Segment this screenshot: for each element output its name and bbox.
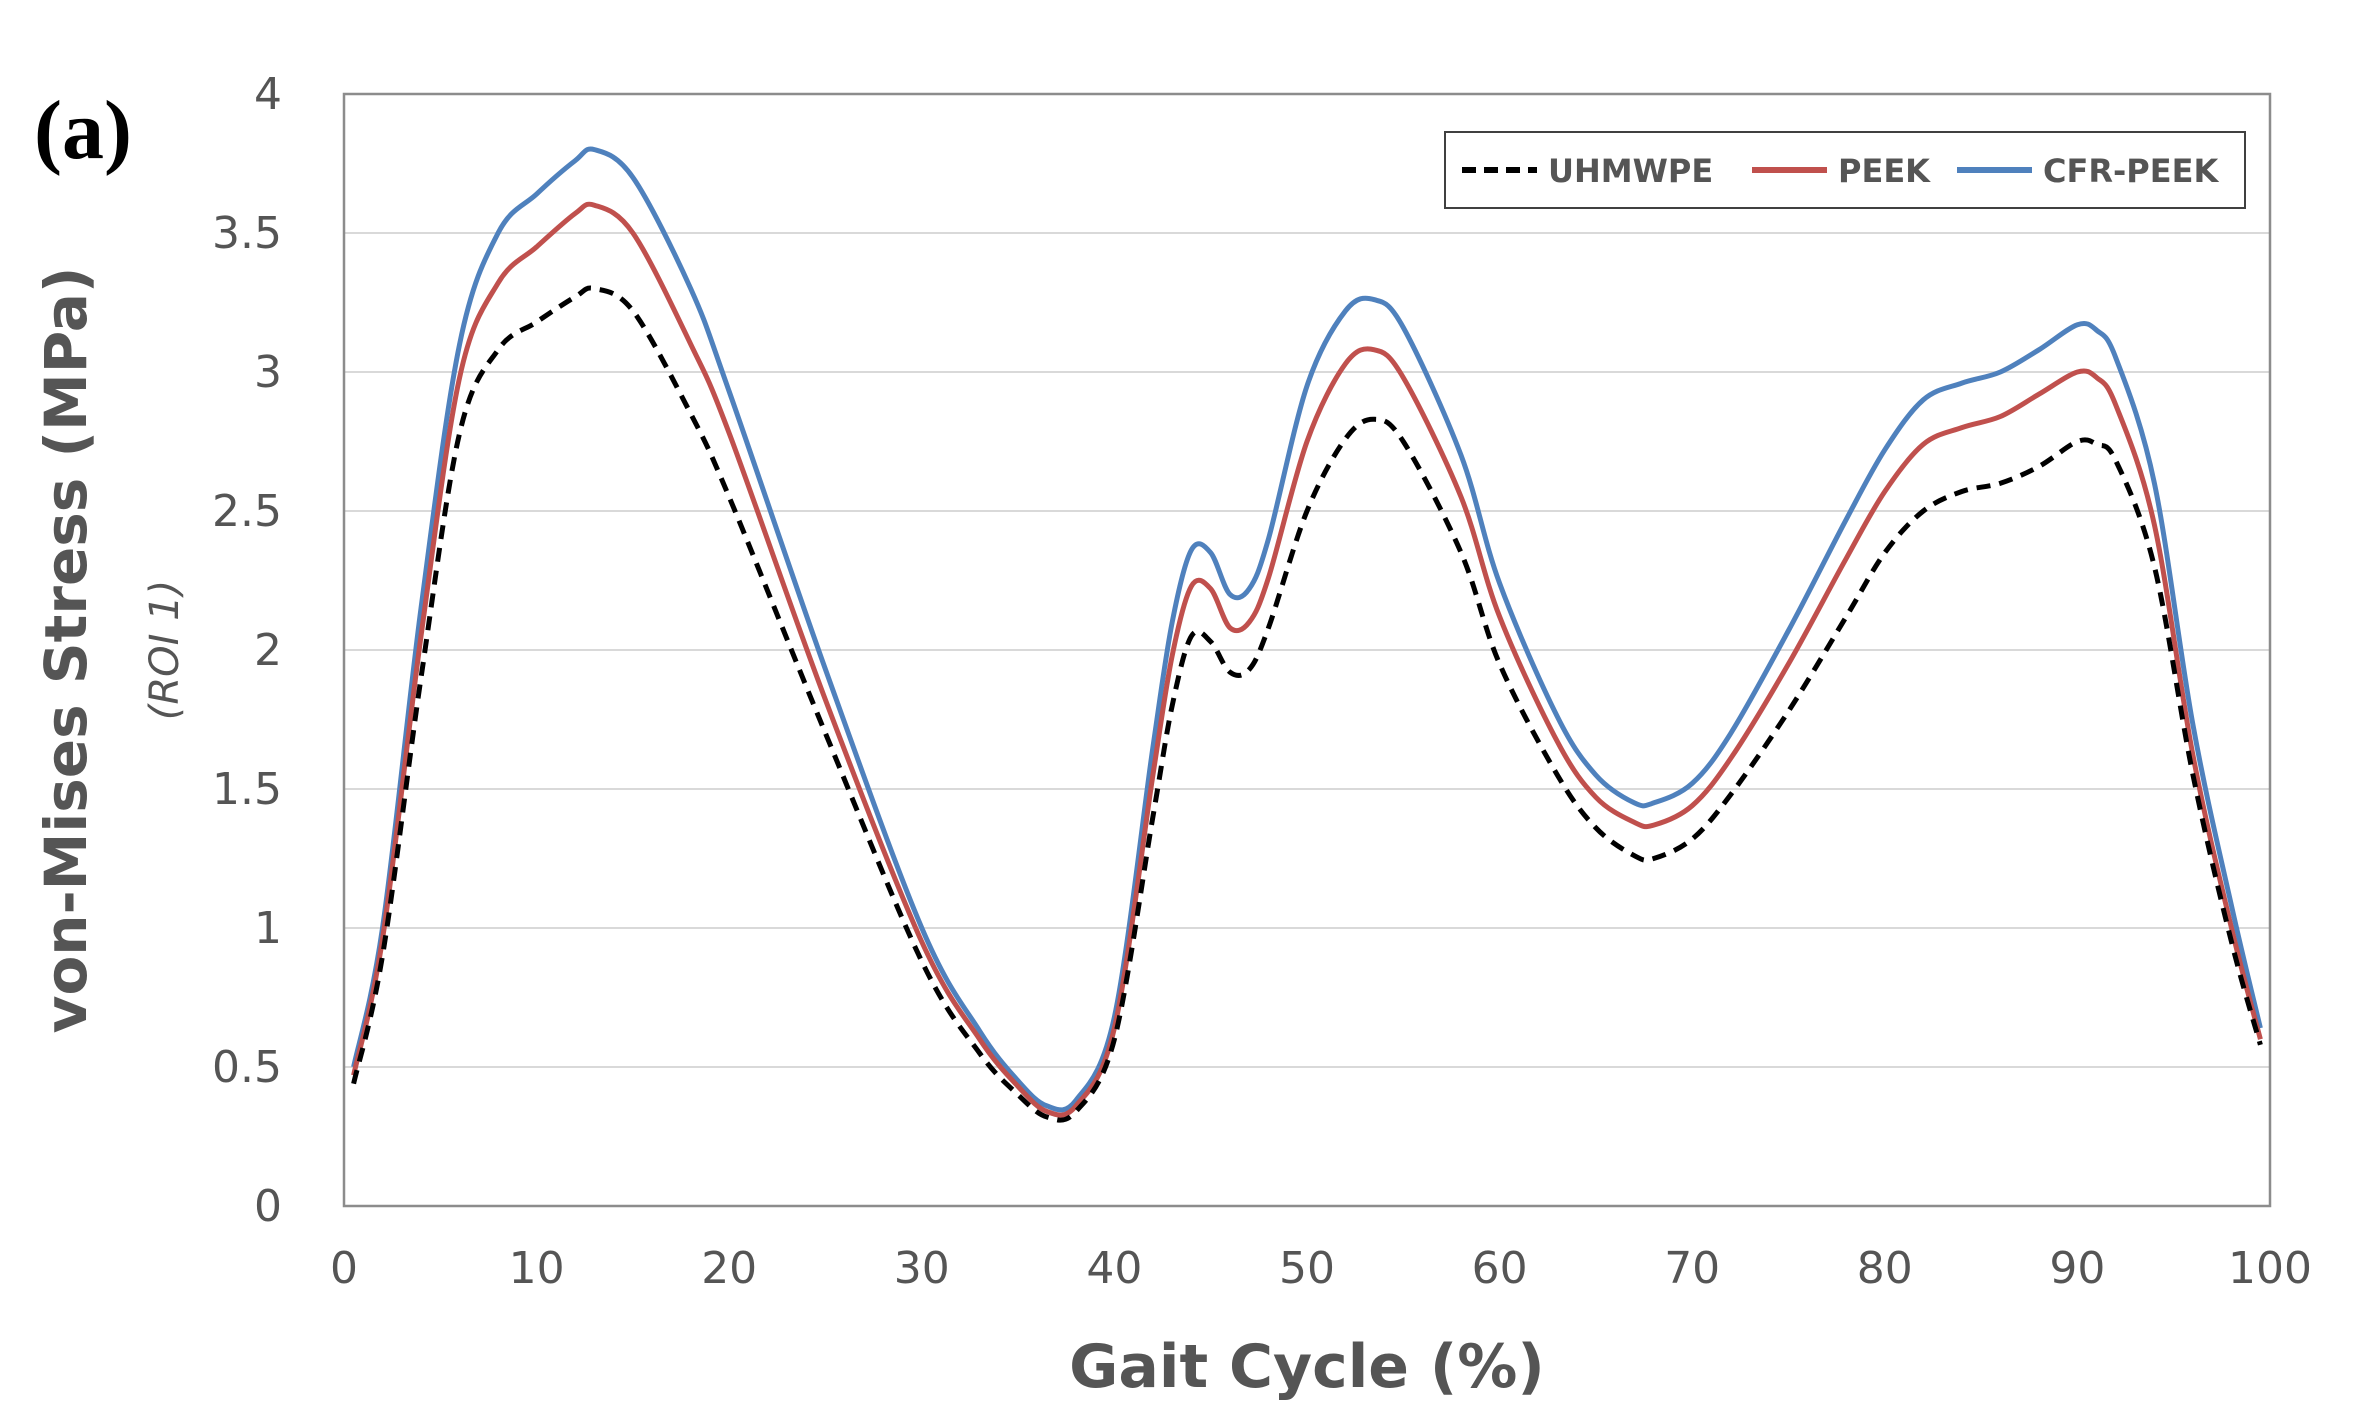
x-tick-label: 100 [2228,1243,2312,1294]
x-axis-tick-labels: 0 10 20 30 40 50 60 70 80 90 100 [330,1243,2312,1294]
y-tick-label: 1 [254,903,282,954]
x-tick-label: 30 [894,1243,950,1294]
grid-lines [344,232,2270,1068]
y-tick-label: 3 [254,347,282,398]
x-tick-label: 60 [1472,1243,1528,1294]
x-tick-label: 40 [1086,1243,1142,1294]
y-axis-tick-labels: 0 0.5 1 1.5 2 2.5 3 3.5 4 [212,69,282,1232]
series-line-cfr-peek [351,146,2263,1113]
y-tick-label: 1.5 [212,764,282,815]
panel-label: (a) [34,84,132,177]
y-tick-label: 2.5 [212,486,282,537]
series-line-peek [351,201,2263,1118]
series-lines [351,146,2263,1123]
y-axis-subtitle: (ROI 1) [142,580,188,720]
x-tick-label: 0 [330,1243,358,1294]
legend: UHMWPE PEEK CFR-PEEK [1444,131,2246,209]
legend-box [1444,131,2246,209]
plot-area-frame [342,92,2272,1208]
y-axis-title: von-Mises Stress (MPa) [32,267,100,1034]
x-tick-label: 50 [1279,1243,1335,1294]
y-tick-label: 0 [254,1181,282,1232]
x-tick-label: 20 [701,1243,757,1294]
y-tick-label: 3.5 [212,208,282,259]
x-tick-label: 90 [2049,1243,2105,1294]
series-line-uhmwpe [351,285,2263,1123]
legend-label-cfr-peek: CFR-PEEK [2043,152,2219,190]
y-tick-label: 4 [254,69,282,120]
x-axis-title: Gait Cycle (%) [1069,1332,1545,1402]
x-tick-label: 80 [1857,1243,1913,1294]
y-tick-label: 2 [254,625,282,676]
y-tick-label: 0.5 [212,1042,282,1093]
legend-label-peek: PEEK [1838,152,1931,190]
x-tick-label: 70 [1664,1243,1720,1294]
x-tick-label: 10 [509,1243,565,1294]
legend-label-uhmwpe: UHMWPE [1548,152,1713,190]
